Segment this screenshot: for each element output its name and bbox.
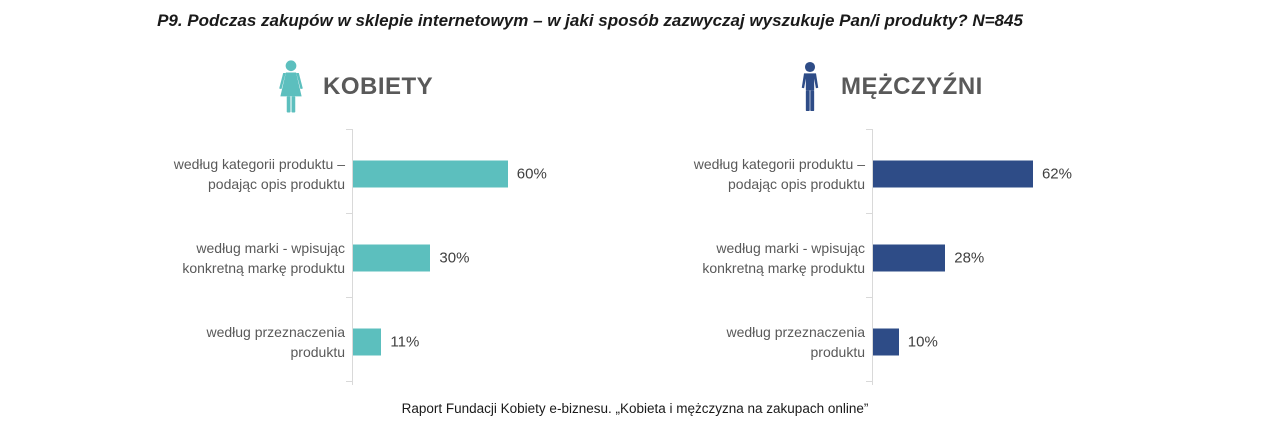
bar-row: według marki - wpisując konkretną markę … bbox=[148, 216, 628, 300]
bar-men-brand bbox=[873, 244, 946, 272]
bar-men-purpose bbox=[873, 328, 899, 356]
bar-row: według marki - wpisując konkretną markę … bbox=[668, 216, 1148, 300]
chart-header-women: KOBIETY bbox=[274, 56, 433, 118]
man-icon bbox=[801, 61, 819, 111]
group-label-women: KOBIETY bbox=[323, 73, 434, 100]
category-label: według marki - wpisując konkretną markę … bbox=[182, 240, 345, 276]
value-label: 30% bbox=[439, 249, 470, 267]
axis-tick bbox=[346, 129, 352, 130]
chart-header-men: MĘŻCZYŹNI bbox=[794, 56, 983, 118]
category-label: według przeznaczenia produktu bbox=[726, 324, 865, 360]
axis-tick bbox=[866, 297, 872, 298]
category-label: według przeznaczenia produktu bbox=[206, 324, 345, 360]
chart-title: P9. Podczas zakupów w sklepie internetow… bbox=[157, 11, 1023, 30]
value-label: 28% bbox=[954, 249, 985, 267]
axis-tick bbox=[346, 213, 352, 214]
value-label: 11% bbox=[390, 333, 420, 351]
woman-icon bbox=[279, 60, 303, 113]
bar-women-brand bbox=[353, 244, 431, 272]
category-label: według kategorii produktu – podając opis… bbox=[173, 156, 345, 192]
bar-row: według przeznaczenia produktu 11% bbox=[148, 300, 628, 384]
y-axis-line bbox=[352, 129, 353, 385]
axis-tick bbox=[866, 213, 872, 214]
source-note: Raport Fundacji Kobiety e-biznesu. „Kobi… bbox=[401, 401, 869, 416]
axis-tick bbox=[346, 381, 352, 382]
category-label: według marki - wpisując konkretną markę … bbox=[702, 240, 865, 276]
axis-tick bbox=[866, 381, 872, 382]
y-axis-line bbox=[872, 129, 873, 385]
bar-men-category bbox=[873, 160, 1033, 188]
chart-women: według kategorii produktu – podając opis… bbox=[148, 129, 628, 385]
category-label: według kategorii produktu – podając opis… bbox=[693, 156, 865, 192]
bar-women-purpose bbox=[353, 328, 382, 356]
bar-row: według przeznaczenia produktu 10% bbox=[668, 300, 1148, 384]
chart-men: według kategorii produktu – podając opis… bbox=[668, 129, 1148, 385]
axis-tick bbox=[866, 129, 872, 130]
value-label: 10% bbox=[907, 333, 938, 351]
value-label: 62% bbox=[1041, 165, 1072, 183]
bar-row: według kategorii produktu – podając opis… bbox=[668, 132, 1148, 216]
bar-row: według kategorii produktu – podając opis… bbox=[148, 132, 628, 216]
axis-tick bbox=[346, 297, 352, 298]
bar-women-category bbox=[353, 160, 508, 188]
value-label: 60% bbox=[516, 165, 547, 183]
group-label-men: MĘŻCZYŹNI bbox=[841, 73, 983, 100]
